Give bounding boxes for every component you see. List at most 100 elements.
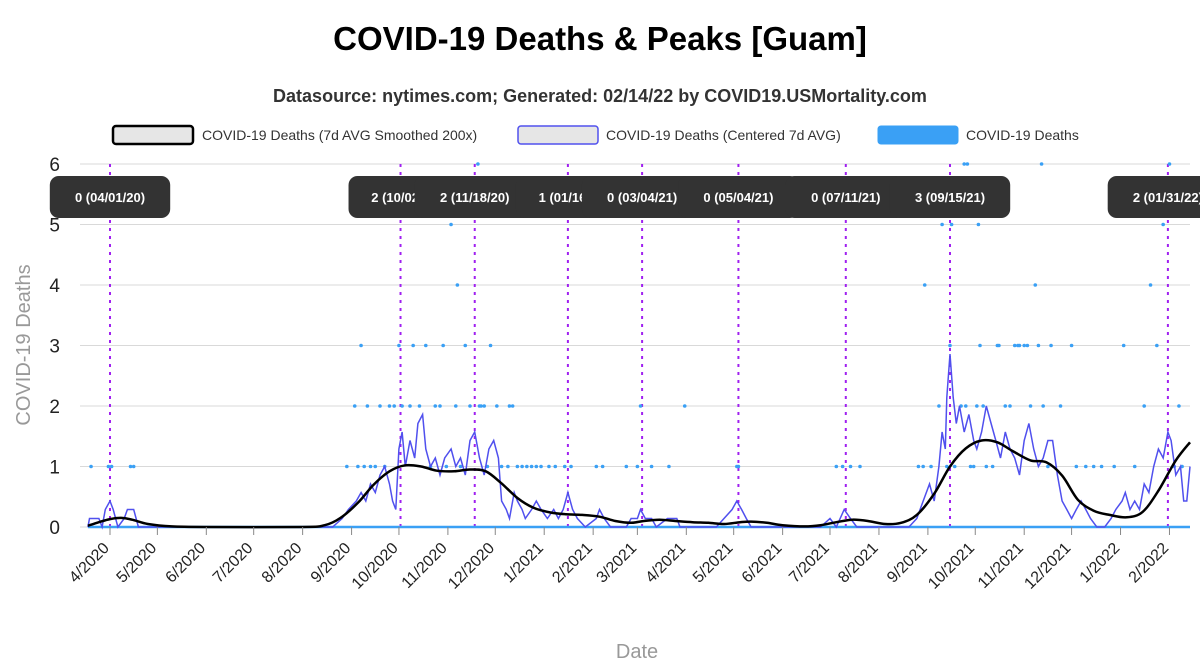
legend-swatch — [877, 125, 959, 145]
x-tick-label: 5/2021 — [690, 540, 737, 587]
daily-deaths-point — [976, 222, 981, 227]
daily-deaths-point — [495, 404, 499, 408]
y-tick-label: 3 — [49, 337, 60, 358]
daily-deaths-point — [929, 464, 933, 469]
daily-deaths-point — [1008, 404, 1012, 408]
smoothed-avg-line — [87, 438, 1191, 529]
x-tick-label: 11/2020 — [399, 540, 451, 592]
daily-deaths-point — [984, 464, 989, 469]
daily-deaths-point — [945, 464, 949, 469]
x-tick-label: 7/2020 — [210, 540, 257, 587]
peak-label: 2 (01/31/22) — [1133, 190, 1200, 205]
daily-deaths-point — [971, 464, 976, 469]
daily-deaths-point — [510, 404, 515, 408]
daily-deaths-point — [539, 464, 543, 469]
daily-deaths-point — [455, 283, 460, 287]
chart-title: COVID-19 Deaths & Peaks [Guam] — [333, 20, 867, 57]
chart-subtitle: Datasource: nytimes.com; Generated: 02/1… — [273, 86, 927, 106]
daily-deaths-point — [1036, 343, 1041, 348]
x-tick-label: 1/2022 — [1077, 540, 1124, 587]
daily-deaths-point — [1083, 464, 1088, 469]
x-axis-title: Date — [616, 641, 658, 663]
x-tick-label: 2/2022 — [1126, 540, 1173, 587]
daily-deaths-point — [488, 343, 493, 348]
daily-deaths-point — [594, 464, 599, 469]
legend: COVID-19 Deaths (7d AVG Smoothed 200x) CO… — [111, 124, 1079, 146]
daily-deaths-point — [858, 464, 862, 469]
x-tick-label: 4/2020 — [66, 540, 113, 587]
peak-label: 0 (07/11/21) — [811, 190, 880, 205]
daily-deaths-point — [1069, 343, 1074, 348]
peak-label: 0 (04/01/20) — [75, 190, 145, 205]
y-tick-label: 2 — [49, 397, 60, 418]
daily-deaths-point — [506, 464, 510, 469]
x-tick-label: 4/2021 — [643, 540, 690, 587]
daily-deaths-point — [411, 343, 415, 348]
daily-deaths-point — [1025, 343, 1030, 348]
daily-deaths-point — [937, 404, 941, 408]
daily-deaths-point — [438, 404, 442, 408]
daily-deaths-point — [649, 464, 654, 469]
x-tick-label: 9/2021 — [884, 540, 931, 587]
daily-deaths-point — [940, 222, 944, 227]
daily-deaths-point — [1132, 464, 1137, 469]
daily-deaths-point — [378, 404, 382, 408]
daily-deaths-point — [962, 162, 967, 166]
x-tick-label: 2/2021 — [549, 540, 596, 587]
daily-deaths-point — [990, 464, 995, 469]
daily-deaths-point — [106, 464, 111, 469]
daily-deaths-point — [529, 464, 534, 469]
daily-deaths-point — [444, 464, 449, 469]
peak-label-box — [49, 176, 171, 218]
daily-deaths-point — [1099, 464, 1104, 469]
daily-deaths-point — [131, 464, 136, 469]
daily-deaths-point — [965, 162, 970, 166]
daily-deaths-point — [1161, 222, 1165, 227]
daily-deaths-point — [975, 404, 979, 408]
daily-deaths-point — [1121, 343, 1126, 348]
legend-label: COVID-19 Deaths (7d AVG Smoothed 200x) — [202, 127, 477, 143]
daily-deaths-point — [482, 404, 487, 408]
daily-deaths-point — [1017, 343, 1022, 348]
daily-deaths-point — [468, 404, 472, 408]
daily-deaths-point — [359, 343, 363, 348]
daily-deaths-point — [352, 404, 357, 408]
daily-deaths-point — [952, 464, 957, 469]
daily-deaths-point — [1177, 404, 1181, 408]
legend-label: COVID-19 Deaths (Centered 7d AVG) — [606, 127, 841, 143]
daily-deaths-point — [963, 404, 968, 408]
daily-deaths-point — [553, 464, 558, 469]
daily-deaths-point — [507, 404, 512, 408]
daily-deaths-point — [397, 343, 401, 348]
daily-deaths-point — [1167, 162, 1172, 166]
daily-deaths-point — [368, 464, 373, 469]
daily-deaths-point — [1028, 404, 1033, 408]
daily-deaths-point — [1091, 464, 1096, 469]
x-tick-label: 5/2020 — [114, 540, 161, 587]
daily-deaths-point — [978, 343, 982, 348]
peak-label-box — [678, 176, 799, 218]
y-tick-label: 6 — [49, 155, 60, 176]
daily-deaths-point — [736, 464, 741, 469]
daily-deaths-point — [1142, 404, 1147, 408]
daily-deaths-point — [476, 162, 480, 166]
peak-label-box — [889, 176, 1011, 218]
x-tick-label: 10/2020 — [349, 540, 402, 593]
daily-deaths-point — [547, 464, 551, 469]
x-tick-label: 10/2021 — [925, 540, 978, 593]
daily-deaths-point — [365, 404, 370, 408]
daily-deaths-point — [345, 464, 349, 469]
daily-deaths-point — [840, 464, 845, 469]
x-tick-label: 3/2021 — [594, 540, 641, 587]
daily-deaths-point — [600, 464, 605, 469]
daily-deaths-point — [109, 464, 114, 469]
daily-deaths-point — [916, 464, 921, 469]
daily-deaths-point — [667, 464, 671, 469]
x-tick-label: 8/2021 — [835, 540, 882, 587]
daily-deaths-point — [373, 464, 378, 469]
x-tick-label: 8/2020 — [259, 540, 306, 587]
daily-deaths-point — [1022, 343, 1027, 348]
y-tick-label: 5 — [49, 216, 60, 237]
